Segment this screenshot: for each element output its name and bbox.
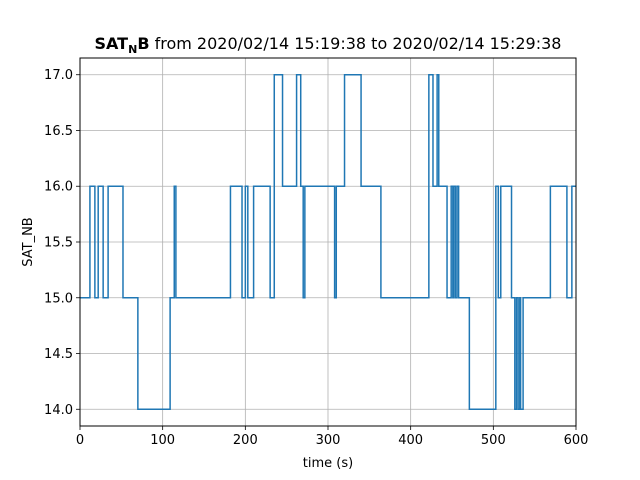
x-tick-label: 100 [150,433,175,448]
x-tick-label: 400 [398,433,423,448]
plot-area [80,73,576,411]
x-tick-label: 600 [564,433,589,448]
chart-title-rest: from 2020/02/14 15:19:38 to 2020/02/14 1… [150,34,562,53]
chart-title-main: SAT [95,34,129,53]
y-tick-label: 17.0 [44,68,73,83]
ticks: 0 100 200 300 400 500 600 14.0 14.5 15.0 15.5 16.0 1… [44,68,588,448]
y-tick-label: 14.5 [44,347,73,362]
x-tick-label: 300 [316,433,341,448]
y-tick-label: 15.0 [44,291,73,306]
chart-title-subscript: N [128,43,137,56]
chart-title-main-tail: B [137,34,149,53]
x-tick-label: 500 [481,433,506,448]
x-tick-label: 200 [233,433,258,448]
chart-title: SATNB from 2020/02/14 15:19:38 to 2020/0… [95,34,562,56]
y-tick-label: 16.5 [44,124,73,139]
y-axis-label: SAT_NB [21,217,36,266]
y-tick-label: 14.0 [44,403,73,418]
series-line [80,73,576,411]
x-axis-label: time (s) [303,456,353,471]
y-tick-label: 16.0 [44,180,73,195]
grid [79,58,577,426]
x-tick-label: 0 [76,433,84,448]
y-tick-label: 15.5 [44,236,73,251]
